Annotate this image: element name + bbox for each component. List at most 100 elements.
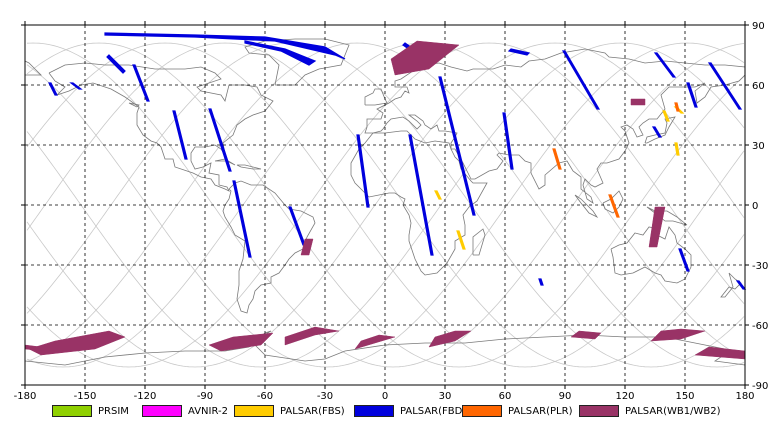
legend-swatch <box>234 405 274 417</box>
x-tick-label: -60 <box>257 391 273 400</box>
swath-fbd <box>538 278 544 286</box>
swath-wb <box>428 330 472 348</box>
coastline <box>472 228 486 256</box>
swath-wb <box>354 334 396 350</box>
swath-fbs <box>662 110 670 122</box>
swath-wb <box>648 206 666 248</box>
swath-wb <box>650 328 706 342</box>
swath-fbd <box>244 40 317 66</box>
coastline <box>720 272 742 298</box>
swath-fbs <box>434 190 442 200</box>
coastline <box>222 180 316 314</box>
legend-swatch <box>142 405 182 417</box>
y-tick-label: 60 <box>752 81 765 92</box>
swath-wb <box>208 332 274 352</box>
x-tick-label: 0 <box>382 391 388 400</box>
x-axis-ticks: -180 -150 -120 -90 -60 -30 0 30 60 90 120 150 180 <box>14 21 755 402</box>
y-tick-label: 30 <box>752 141 765 152</box>
coastline <box>24 60 42 76</box>
x-tick-label: 90 <box>559 391 572 400</box>
legend-label: PALSAR(FBS) <box>280 405 345 417</box>
swath-fbd <box>502 112 514 170</box>
legend-label: PALSAR(WB1/WB2) <box>625 405 721 417</box>
legend: PRSIM AVNIR-2 PALSAR(FBS) PALSAR(FBD) PALSAR… <box>0 401 770 421</box>
legend-label: PRSIM <box>98 405 129 417</box>
coastline <box>128 102 140 108</box>
coastline <box>214 158 236 166</box>
swath-fbd <box>132 64 150 102</box>
swath-fbd <box>48 82 58 96</box>
y-tick-label: 0 <box>752 201 758 212</box>
swath-fbd <box>356 134 370 208</box>
swath-fbd <box>104 32 346 60</box>
orbit-track <box>26 42 745 368</box>
world-map-plot: -180 -150 -120 -90 -60 -30 0 30 60 90 120 150 180 90… <box>14 21 768 402</box>
swath-fbd <box>678 248 690 272</box>
orbit-track <box>26 42 745 368</box>
y-tick-label: -60 <box>752 321 768 332</box>
swath-fbd <box>172 110 188 160</box>
x-tick-label: -120 <box>134 391 157 400</box>
legend-item-fbs: PALSAR(FBS) <box>234 403 345 419</box>
orbit-track <box>26 42 745 368</box>
swath-wb <box>570 330 602 340</box>
legend-item-prism: PRSIM <box>52 403 129 419</box>
coastline <box>236 164 262 170</box>
swath-fbd <box>651 126 663 138</box>
x-tick-label: 120 <box>615 391 634 400</box>
coastline <box>644 116 676 144</box>
swath-fbd <box>653 52 677 78</box>
legend-label: AVNIR-2 <box>188 405 228 417</box>
legend-item-fbd: PALSAR(FBD) <box>354 403 466 419</box>
orbit-tracks <box>26 42 745 368</box>
orbit-track <box>26 42 745 368</box>
coastline <box>48 62 274 192</box>
swath-plr <box>552 148 562 170</box>
swath-fbs <box>456 230 466 250</box>
swath-wb <box>300 238 314 256</box>
swath-fbd <box>69 82 83 90</box>
swath-wb <box>390 40 460 76</box>
swath-fbs <box>674 142 680 156</box>
x-tick-label: -150 <box>74 391 97 400</box>
x-tick-label: -90 <box>197 391 213 400</box>
x-tick-label: 180 <box>735 391 754 400</box>
x-tick-label: 30 <box>439 391 452 400</box>
swath-fbd <box>507 48 531 56</box>
legend-swatch <box>354 405 394 417</box>
legend-swatch <box>579 405 619 417</box>
legend-label: PALSAR(PLR) <box>508 405 573 417</box>
legend-item-avnir2: AVNIR-2 <box>142 403 228 419</box>
swath-fbd <box>561 50 601 110</box>
coastline <box>364 48 746 204</box>
y-tick-label: 90 <box>752 21 765 32</box>
x-tick-label: -30 <box>317 391 333 400</box>
coastline <box>574 194 599 219</box>
acquisition-swaths <box>24 32 747 360</box>
legend-item-plr: PALSAR(PLR) <box>462 403 572 419</box>
swath-plr <box>674 102 680 112</box>
x-tick-label: -180 <box>14 391 37 400</box>
legend-swatch <box>52 405 92 417</box>
swath-fbd <box>707 62 743 110</box>
swath-fbd <box>735 280 747 290</box>
swath-wb <box>284 326 340 346</box>
swath-fbd <box>408 134 434 256</box>
y-axis-ticks: 90 60 30 0 -30 -60 -90 <box>21 21 768 392</box>
coastline <box>350 130 488 276</box>
swath-fbd <box>232 180 252 258</box>
swath-fbd <box>288 206 306 246</box>
legend-item-wb: PALSAR(WB1/WB2) <box>579 403 721 419</box>
coastline <box>364 88 388 106</box>
swath-fbd <box>438 76 476 216</box>
orbit-track <box>26 42 745 368</box>
x-tick-label: 150 <box>675 391 694 400</box>
swath-fbd <box>686 82 698 108</box>
legend-label: PALSAR(FBD) <box>400 405 467 417</box>
legend-swatch <box>462 405 502 417</box>
y-tick-label: -30 <box>752 261 768 272</box>
swath-fbd <box>106 54 126 74</box>
orbit-track <box>26 42 745 368</box>
grid-lines <box>25 25 745 385</box>
